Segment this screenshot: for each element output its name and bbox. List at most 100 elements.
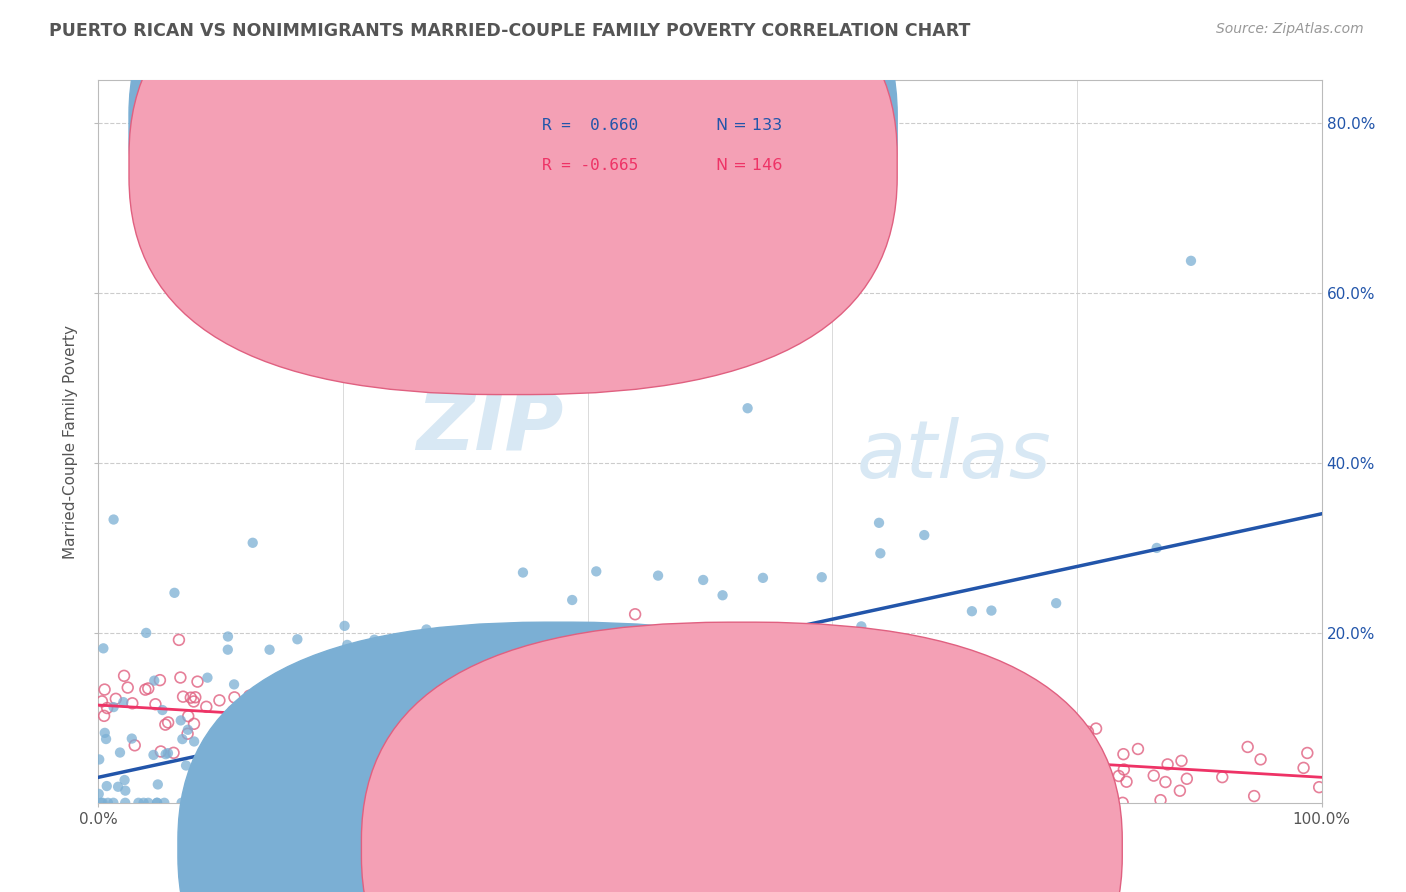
Point — [1308, 780, 1330, 794]
Point — [378, 717, 401, 731]
Point — [309, 706, 332, 720]
Point — [464, 662, 486, 676]
Point — [960, 604, 983, 618]
Point — [333, 619, 356, 633]
Point — [692, 573, 714, 587]
Point — [191, 786, 214, 800]
Point — [273, 669, 295, 683]
Point — [167, 632, 190, 647]
Point — [93, 709, 115, 723]
Point — [302, 698, 325, 712]
Text: atlas: atlas — [856, 417, 1052, 495]
Point — [512, 566, 534, 580]
Point — [752, 571, 775, 585]
Point — [172, 732, 194, 747]
Point — [183, 694, 205, 708]
Point — [429, 663, 451, 677]
Point — [323, 746, 346, 760]
Point — [195, 796, 218, 810]
Point — [436, 695, 458, 709]
Point — [1014, 716, 1036, 731]
Point — [1211, 770, 1233, 784]
Point — [823, 720, 845, 734]
Point — [418, 722, 440, 736]
Text: R =  0.660: R = 0.660 — [543, 119, 638, 133]
Point — [1112, 747, 1135, 761]
Point — [273, 722, 295, 736]
Point — [463, 747, 485, 762]
Point — [1077, 724, 1099, 739]
Point — [637, 707, 659, 722]
Point — [136, 796, 159, 810]
Point — [321, 749, 343, 764]
Point — [114, 783, 136, 797]
Point — [550, 746, 572, 760]
Point — [292, 796, 315, 810]
Point — [225, 725, 247, 739]
Point — [709, 742, 731, 756]
Point — [662, 726, 685, 740]
Point — [343, 791, 366, 805]
Point — [222, 677, 245, 691]
Point — [520, 684, 543, 698]
Text: Nonimmigrants: Nonimmigrants — [762, 840, 880, 855]
Point — [357, 706, 380, 721]
Point — [443, 648, 465, 662]
Point — [155, 747, 177, 761]
Point — [117, 681, 139, 695]
Point — [103, 512, 125, 526]
Point — [765, 665, 787, 680]
Point — [287, 736, 309, 750]
Point — [155, 717, 177, 731]
Point — [377, 776, 399, 790]
Point — [446, 726, 468, 740]
Point — [204, 796, 226, 810]
Point — [93, 641, 115, 656]
Point — [364, 688, 387, 702]
Point — [1296, 746, 1319, 760]
Point — [593, 715, 616, 730]
Point — [224, 690, 246, 705]
Point — [187, 796, 209, 810]
Point — [90, 694, 112, 708]
Point — [1126, 742, 1149, 756]
Point — [374, 724, 396, 739]
Point — [149, 744, 172, 758]
Point — [162, 746, 184, 760]
Point — [458, 625, 481, 640]
Point — [190, 796, 212, 810]
Point — [593, 725, 616, 739]
Point — [509, 727, 531, 741]
Point — [146, 796, 169, 810]
Point — [578, 748, 600, 763]
Point — [709, 748, 731, 763]
Point — [908, 739, 931, 753]
Point — [834, 756, 856, 770]
Point — [380, 640, 402, 654]
Point — [184, 690, 207, 705]
Point — [561, 593, 583, 607]
Point — [304, 694, 326, 708]
Point — [918, 793, 941, 807]
Point — [695, 714, 717, 729]
Point — [1112, 763, 1135, 777]
FancyBboxPatch shape — [478, 98, 838, 203]
Point — [465, 737, 488, 751]
Point — [939, 781, 962, 796]
Point — [112, 669, 135, 683]
Point — [868, 516, 890, 530]
Point — [495, 747, 517, 762]
Point — [399, 692, 422, 706]
Point — [624, 607, 647, 622]
Point — [170, 714, 193, 728]
Point — [1236, 739, 1258, 754]
Point — [288, 705, 311, 719]
Point — [1111, 796, 1133, 810]
Point — [869, 546, 891, 560]
Point — [685, 686, 707, 700]
Point — [283, 669, 305, 683]
Point — [962, 736, 984, 750]
Point — [697, 723, 720, 738]
Point — [107, 780, 129, 794]
Point — [576, 683, 599, 698]
